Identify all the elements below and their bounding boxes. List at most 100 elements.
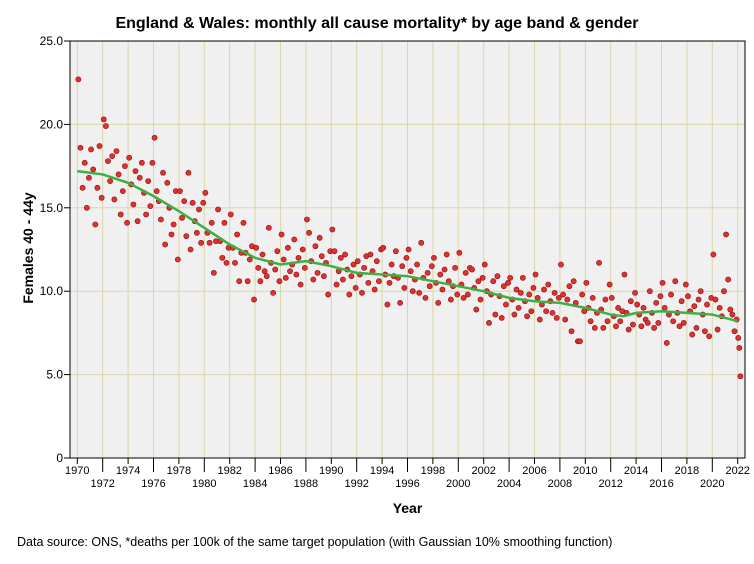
- data-point: [543, 308, 550, 315]
- x-tick-label: 2006: [522, 465, 546, 477]
- data-point: [306, 229, 312, 236]
- data-point: [276, 278, 283, 285]
- data-point: [672, 278, 679, 285]
- data-point: [352, 284, 359, 291]
- data-point: [706, 333, 713, 340]
- data-point: [301, 264, 308, 271]
- data-point: [602, 296, 609, 303]
- data-point: [337, 254, 344, 261]
- data-point: [723, 231, 729, 238]
- data-point: [515, 304, 522, 311]
- data-point: [312, 243, 319, 250]
- data-point: [149, 159, 156, 166]
- data-point: [293, 271, 300, 278]
- data-point: [109, 153, 116, 159]
- data-point: [634, 301, 641, 308]
- data-point: [526, 291, 533, 298]
- data-point: [577, 338, 583, 345]
- data-point: [371, 286, 378, 293]
- data-point: [200, 199, 207, 206]
- data-point: [181, 198, 188, 205]
- data-point: [168, 231, 175, 238]
- data-point: [259, 251, 266, 258]
- data-point: [606, 281, 613, 288]
- data-point: [704, 301, 710, 308]
- data-point: [397, 299, 403, 306]
- data-point: [88, 146, 94, 153]
- data-point: [261, 268, 268, 275]
- data-point: [462, 269, 469, 276]
- data-point: [435, 299, 442, 306]
- data-point: [282, 274, 289, 281]
- data-point: [627, 298, 634, 305]
- data-point: [490, 278, 497, 285]
- data-point: [621, 271, 628, 278]
- data-point: [617, 318, 624, 325]
- data-point: [314, 269, 321, 276]
- data-point: [689, 331, 696, 338]
- data-point: [100, 116, 107, 123]
- data-point: [162, 241, 169, 248]
- data-point: [153, 188, 160, 195]
- x-tick-label: 1978: [167, 465, 191, 477]
- data-point: [119, 188, 126, 195]
- data-point: [604, 318, 611, 325]
- data-point: [189, 199, 196, 206]
- data-point: [310, 276, 317, 283]
- x-tick-label: 2022: [725, 465, 749, 477]
- data-point: [90, 166, 97, 173]
- data-point: [691, 303, 698, 310]
- data-point: [405, 246, 412, 253]
- data-point: [333, 281, 340, 288]
- y-tick-label: 5.0: [46, 368, 63, 382]
- x-tick-label: 1994: [370, 465, 394, 477]
- data-point: [257, 278, 264, 285]
- data-point: [208, 219, 215, 226]
- data-point: [126, 154, 133, 161]
- x-tick-label: 1990: [319, 465, 343, 477]
- data-point: [287, 268, 293, 275]
- data-point: [608, 294, 615, 301]
- data-point: [274, 248, 281, 255]
- y-tick-label: 0: [56, 451, 63, 465]
- data-point: [147, 203, 154, 210]
- smoothed-trend-line: [77, 169, 739, 323]
- data-point: [265, 224, 272, 231]
- data-point: [600, 324, 607, 331]
- data-point: [513, 286, 520, 293]
- data-point: [145, 178, 152, 185]
- x-tick-label: 2008: [548, 478, 572, 490]
- data-point: [464, 291, 471, 298]
- data-point: [473, 306, 480, 313]
- data-point: [359, 289, 365, 296]
- data-point: [236, 278, 243, 285]
- data-point: [86, 174, 92, 181]
- data-point: [530, 284, 537, 291]
- data-point: [81, 159, 88, 166]
- data-point: [285, 244, 291, 251]
- data-point: [263, 273, 270, 280]
- data-point: [721, 288, 727, 295]
- data-point: [179, 214, 185, 221]
- data-point: [130, 201, 137, 208]
- x-tick-label: 2004: [497, 478, 521, 490]
- data-point: [553, 314, 560, 321]
- data-point: [441, 266, 448, 273]
- data-point: [107, 178, 114, 185]
- data-point: [638, 323, 645, 330]
- y-tick-label: 10.0: [40, 284, 64, 298]
- x-tick-label: 2000: [446, 478, 470, 490]
- data-point: [143, 211, 149, 218]
- data-point: [407, 268, 414, 275]
- data-point: [94, 184, 101, 191]
- x-axis-label: Year: [392, 500, 423, 516]
- data-point: [469, 266, 475, 273]
- data-point: [376, 278, 382, 285]
- data-point: [96, 143, 103, 149]
- data-point: [676, 323, 683, 330]
- data-point: [418, 239, 425, 246]
- x-tick-label: 2016: [649, 478, 673, 490]
- data-point: [270, 289, 276, 296]
- data-point: [185, 169, 192, 176]
